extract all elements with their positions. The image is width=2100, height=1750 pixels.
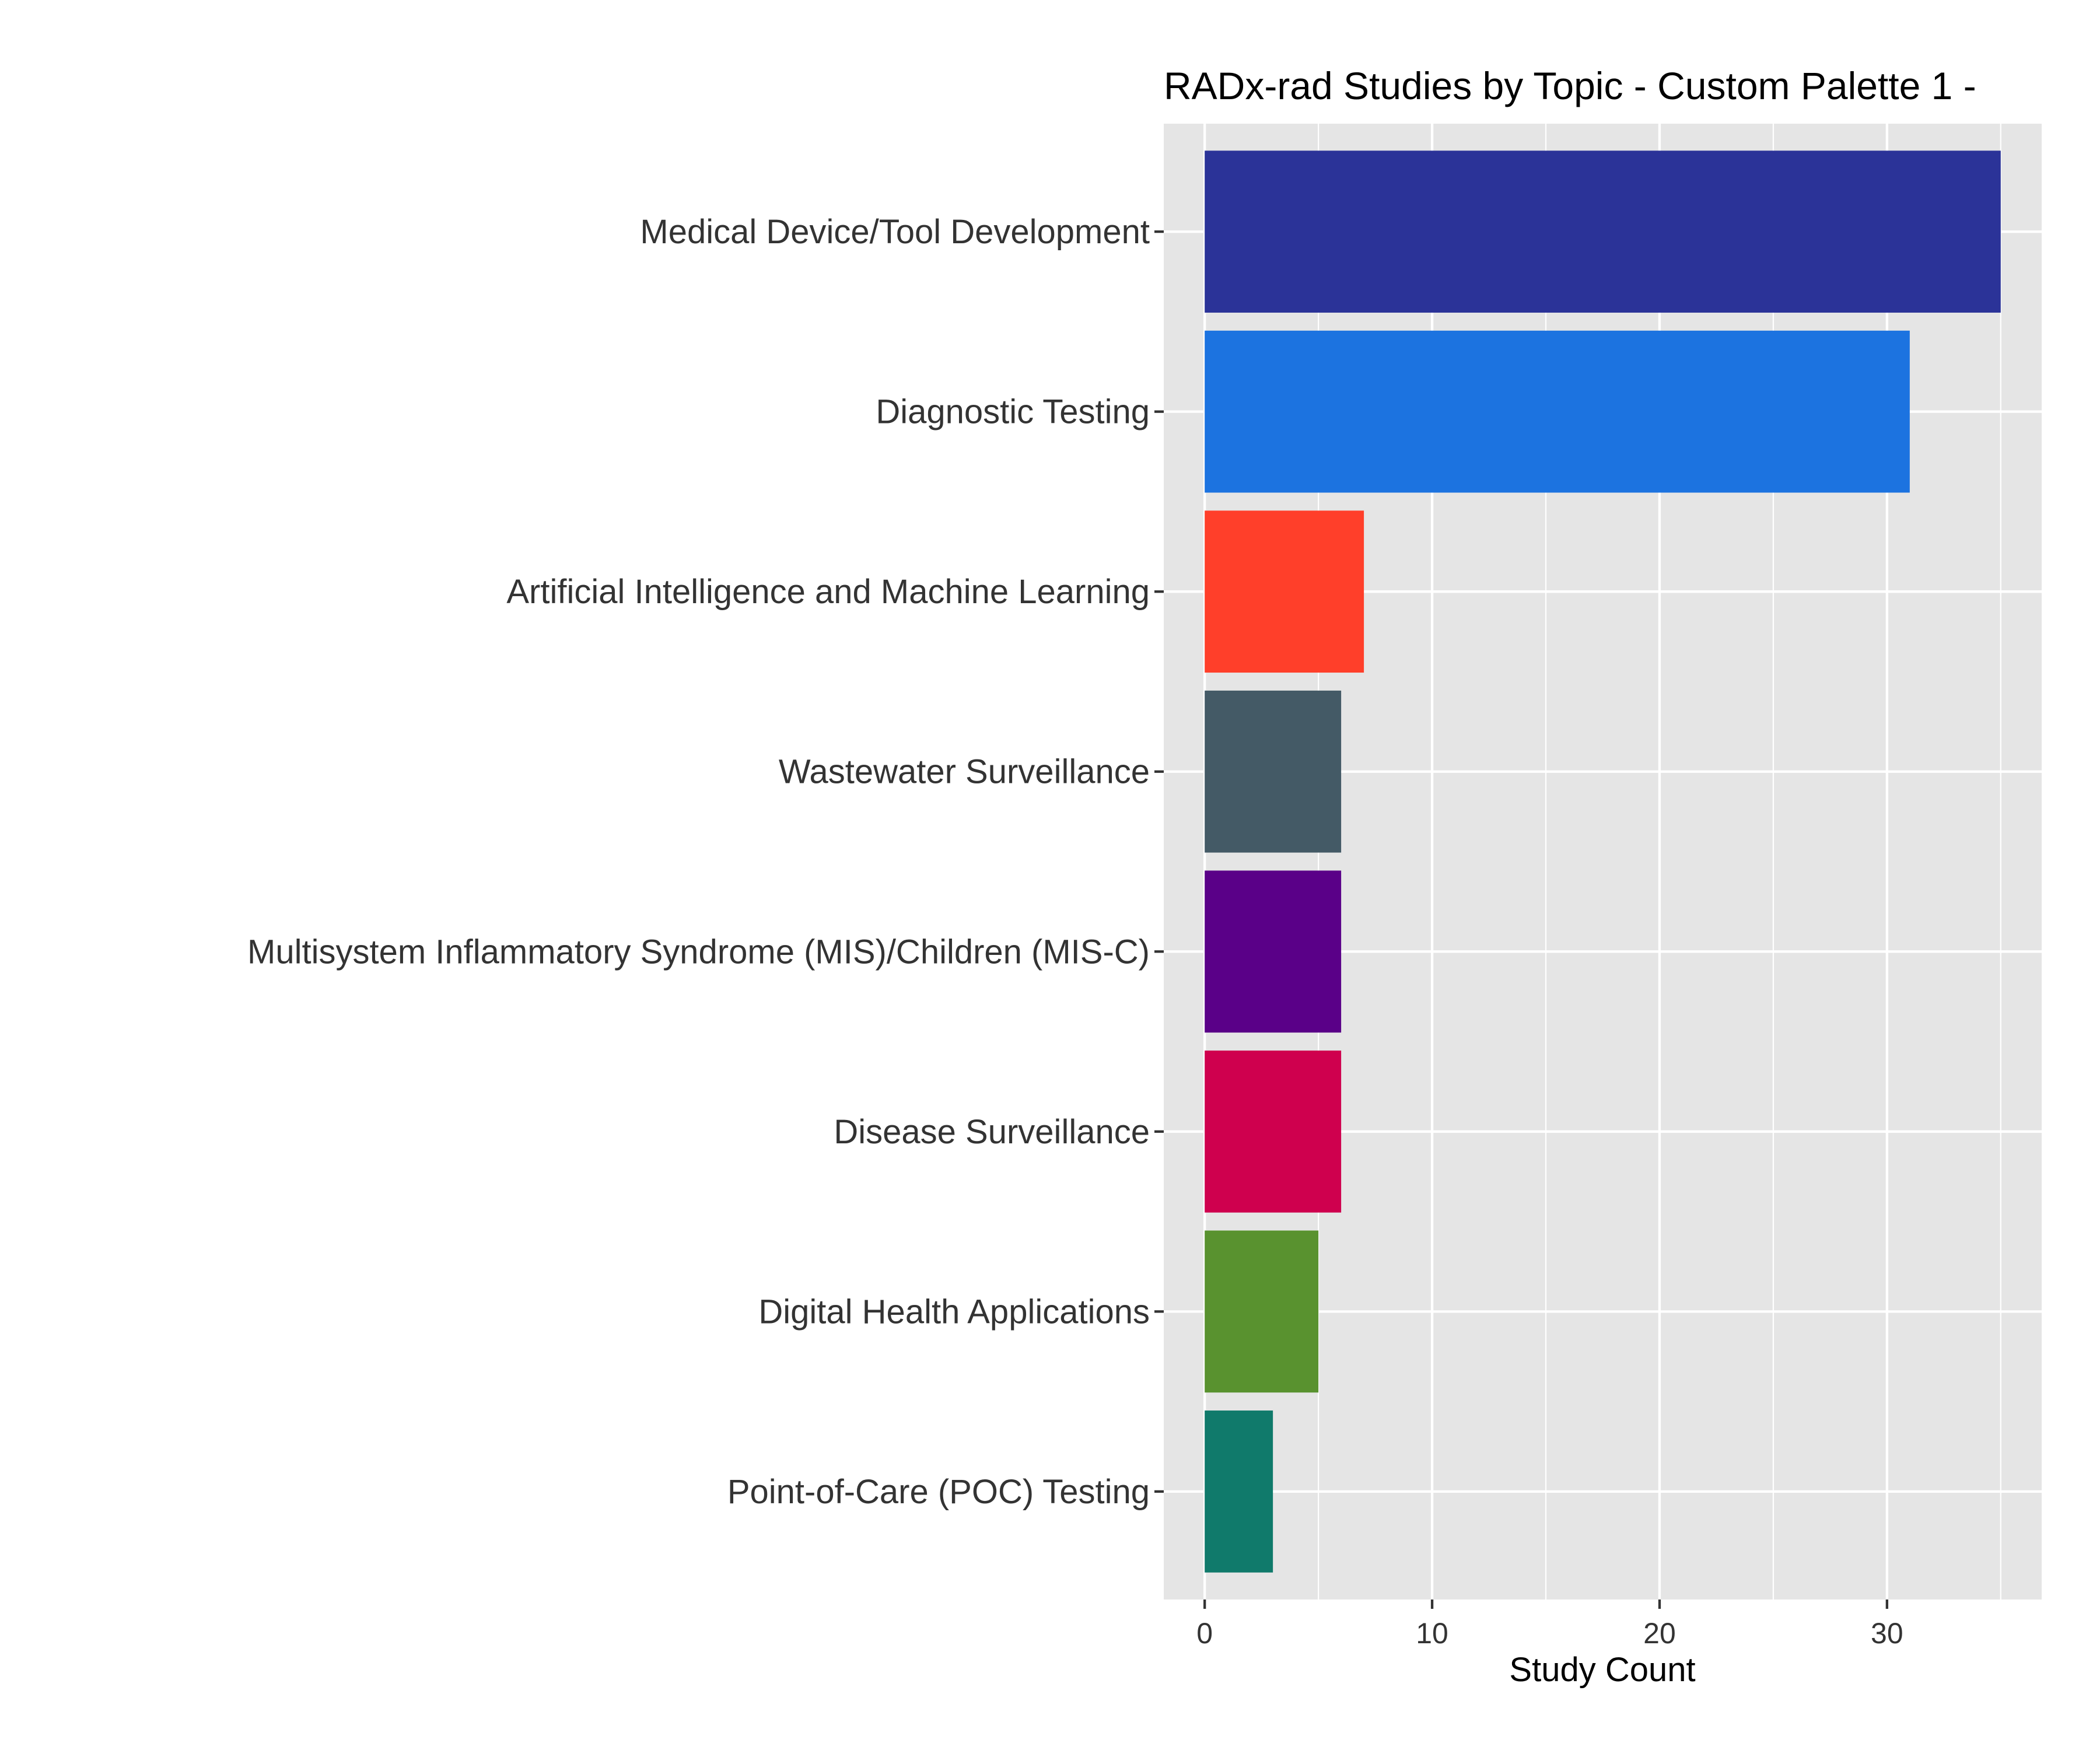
y-tick-label: Multisystem Inflammatory Syndrome (MIS)/… <box>247 933 1150 971</box>
x-tick-label: 10 <box>1416 1617 1448 1650</box>
bar <box>1205 510 1364 673</box>
bar <box>1205 330 1910 493</box>
y-axis: Medical Device/Tool Development Diagnosti… <box>247 213 1164 1511</box>
bar <box>1205 1410 1273 1573</box>
y-tick-label: Digital Health Applications <box>758 1293 1150 1331</box>
x-axis-title: Study Count <box>1509 1651 1695 1689</box>
y-tick-label: Diagnostic Testing <box>876 393 1150 431</box>
y-tick-label: Artificial Intelligence and Machine Lear… <box>506 573 1150 611</box>
bar <box>1205 150 2001 313</box>
y-tick-label: Disease Surveillance <box>834 1113 1150 1151</box>
y-tick-label: Wastewater Surveillance <box>779 753 1150 791</box>
chart-title: RADx-rad Studies by Topic - Custom Palet… <box>1164 64 1976 107</box>
bar <box>1205 1050 1342 1213</box>
x-axis: 0 10 20 30 <box>1196 1600 1903 1650</box>
x-tick-label: 0 <box>1196 1617 1213 1650</box>
bars <box>1205 150 2001 1573</box>
x-tick-label: 20 <box>1643 1617 1676 1650</box>
bar <box>1205 690 1342 853</box>
y-tick-label: Medical Device/Tool Development <box>640 213 1150 251</box>
bar <box>1205 1230 1319 1393</box>
x-tick-label: 30 <box>1871 1617 1903 1650</box>
y-tick-label: Point-of-Care (POC) Testing <box>727 1473 1150 1511</box>
bar <box>1205 870 1342 1033</box>
